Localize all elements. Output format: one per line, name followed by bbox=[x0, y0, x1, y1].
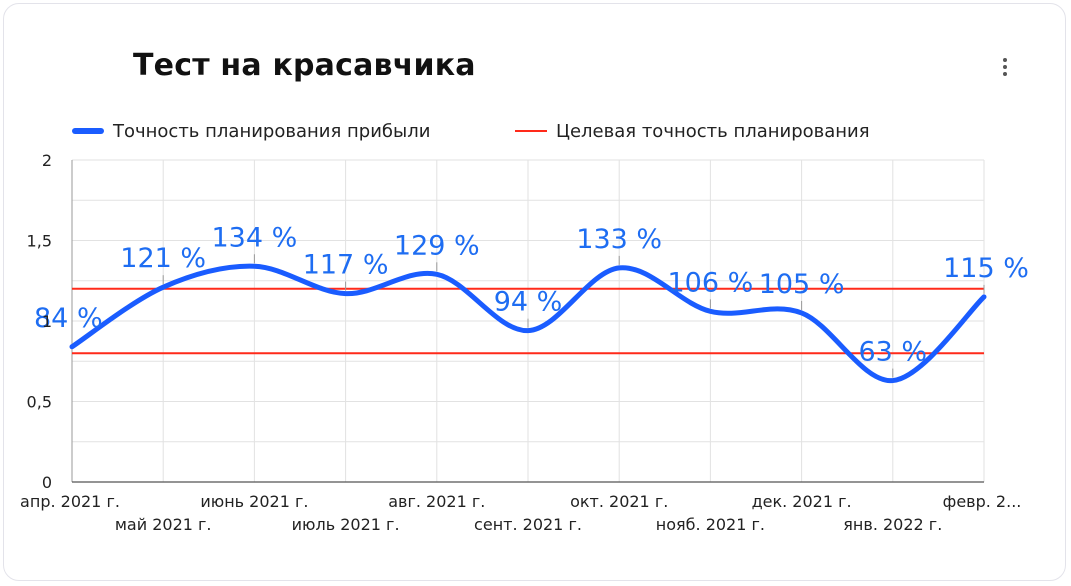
menu-dot bbox=[1003, 65, 1007, 69]
x-tick-label: июль 2021 г. bbox=[292, 515, 400, 534]
x-tick-label: сент. 2021 г. bbox=[474, 515, 582, 534]
data-label: 129 % bbox=[394, 230, 480, 261]
data-label: 106 % bbox=[668, 267, 754, 298]
x-tick-label: февр. 2... bbox=[943, 492, 1022, 511]
legend-swatch-accuracy bbox=[72, 128, 104, 134]
y-tick-label: 1,5 bbox=[27, 232, 52, 251]
menu-dot bbox=[1003, 72, 1007, 76]
y-tick-label: 1 bbox=[42, 312, 52, 331]
data-label: 117 % bbox=[303, 250, 389, 281]
chart-title: Тест на красавчика bbox=[133, 48, 476, 83]
x-tick-label: нояб. 2021 г. bbox=[656, 515, 765, 534]
data-label: 94 % bbox=[494, 287, 563, 318]
menu-dot bbox=[1003, 58, 1007, 62]
data-label: 84 % bbox=[34, 303, 103, 334]
legend-item-accuracy[interactable]: Точность планирования прибыли bbox=[72, 118, 430, 144]
x-tick-label: авг. 2021 г. bbox=[388, 492, 485, 511]
series-line bbox=[69, 263, 987, 384]
legend-label-target: Целевая точность планирования bbox=[556, 120, 870, 142]
y-tick-label: 0 bbox=[42, 473, 52, 492]
chart-card bbox=[3, 3, 1066, 581]
data-label: 133 % bbox=[576, 224, 662, 255]
chart-legend: Точность планирования прибыли Целевая то… bbox=[0, 118, 1071, 144]
x-tick-label: дек. 2021 г. bbox=[752, 492, 852, 511]
data-label: 134 % bbox=[212, 222, 298, 253]
more-vert-icon[interactable] bbox=[995, 56, 1015, 80]
data-label: 121 % bbox=[120, 243, 206, 274]
x-tick-label: окт. 2021 г. bbox=[570, 492, 668, 511]
x-tick-label: июнь 2021 г. bbox=[200, 492, 308, 511]
data-label: 105 % bbox=[759, 269, 845, 300]
x-tick-label: май 2021 г. bbox=[115, 515, 212, 534]
y-tick-label: 2 bbox=[42, 151, 52, 170]
legend-swatch-target bbox=[515, 130, 547, 132]
y-tick-label: 0,5 bbox=[27, 393, 52, 412]
x-tick-label: апр. 2021 г. bbox=[20, 492, 120, 511]
x-tick-label: янв. 2022 г. bbox=[843, 515, 942, 534]
legend-item-target[interactable]: Целевая точность планирования bbox=[515, 118, 870, 144]
data-label: 115 % bbox=[943, 253, 1029, 284]
legend-label-accuracy: Точность планирования прибыли bbox=[113, 120, 431, 142]
data-label: 63 % bbox=[858, 337, 927, 368]
